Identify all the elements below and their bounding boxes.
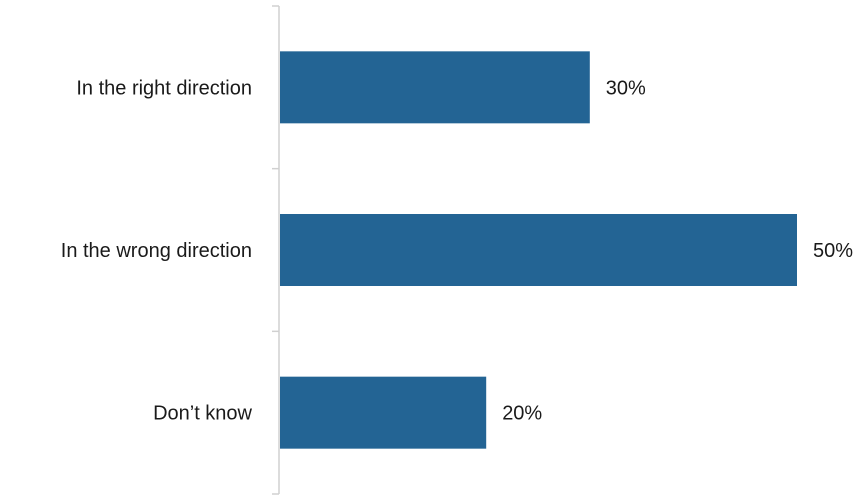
data-label: 50% <box>813 240 853 262</box>
bar-3 <box>280 376 487 449</box>
data-label: 30% <box>606 77 646 99</box>
chart-labels: In the right direction 30% In the wrong di… <box>61 77 853 424</box>
category-label: In the wrong direction <box>61 240 252 262</box>
chart-bars <box>280 51 797 449</box>
category-label: Don’t know <box>153 403 252 425</box>
data-label: 20% <box>502 403 542 425</box>
bar-2 <box>280 214 797 286</box>
chart-axis <box>272 5 280 495</box>
category-label: In the right direction <box>76 77 252 99</box>
bar-1 <box>280 51 590 124</box>
